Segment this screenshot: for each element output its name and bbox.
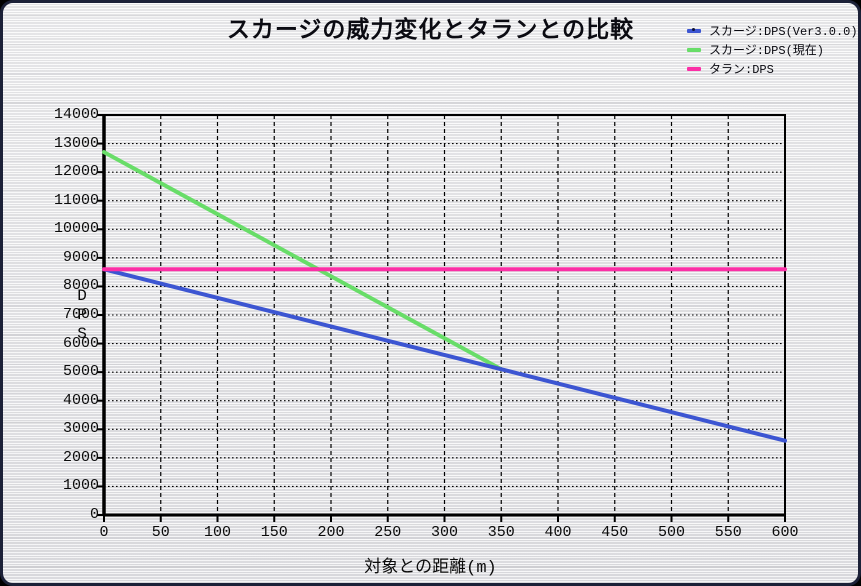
x-tick-label: 400 (544, 524, 572, 541)
y-axis-title: D P S (77, 287, 87, 343)
chart-title: スカージの威力変化とタランとの比較 (226, 16, 635, 42)
y-tick-label: 10000 (53, 220, 99, 238)
x-tick-label: 200 (317, 524, 345, 541)
x-tick-label: 350 (487, 524, 515, 541)
x-tick-label: 0 (99, 524, 109, 541)
y-tick-label: 13000 (53, 134, 99, 152)
legend-item: スカージ:DPS(現在) (687, 40, 858, 59)
y-tick-label: 8000 (62, 277, 99, 295)
y-tick-label: 4000 (62, 391, 99, 409)
y-tick-label: 7000 (62, 306, 99, 323)
y-tick-label: 14000 (53, 106, 99, 123)
legend: スカージ:DPS(Ver3.0.0) スカージ:DPS(現在) タラン:DPS (687, 21, 858, 78)
legend-swatch-icon (687, 27, 701, 33)
x-tick-label: 450 (601, 524, 629, 541)
legend-swatch-icon (687, 47, 701, 52)
legend-marker-dot-icon (692, 27, 695, 31)
y-tick-label: 0 (89, 506, 99, 523)
legend-label: タラン:DPS (709, 63, 774, 77)
x-tick-label: 150 (260, 524, 288, 541)
series-line-1 (102, 150, 504, 372)
y-tick-label: 2000 (62, 448, 99, 466)
y-tick-label: 9000 (62, 248, 99, 266)
x-tick-label: 300 (430, 524, 458, 541)
plot-area (97, 114, 787, 522)
x-tick-label: 500 (657, 524, 685, 541)
y-tick-label: 12000 (53, 163, 99, 181)
y-tick-label: 3000 (62, 420, 99, 438)
legend-label: スカージ:DPS(Ver3.0.0) (709, 25, 858, 39)
x-tick-label: 100 (203, 524, 231, 541)
legend-item: タラン:DPS (687, 59, 858, 78)
legend-item: スカージ:DPS(Ver3.0.0) (687, 21, 858, 40)
legend-swatch-icon (687, 66, 701, 71)
y-tick-label: 5000 (62, 363, 99, 381)
x-tick-label: 50 (151, 524, 170, 541)
x-tick-label: 550 (714, 524, 742, 541)
y-tick-label: 1000 (62, 477, 99, 495)
x-tick-label: 250 (374, 524, 402, 541)
x-axis-title: 対象との距離(m) (364, 559, 497, 578)
legend-label: スカージ:DPS(現在) (709, 44, 824, 58)
y-tick-label: 6000 (62, 334, 99, 352)
y-tick-label: 11000 (53, 191, 99, 209)
x-tick-label: 600 (771, 524, 799, 541)
series-line-0 (102, 267, 787, 443)
